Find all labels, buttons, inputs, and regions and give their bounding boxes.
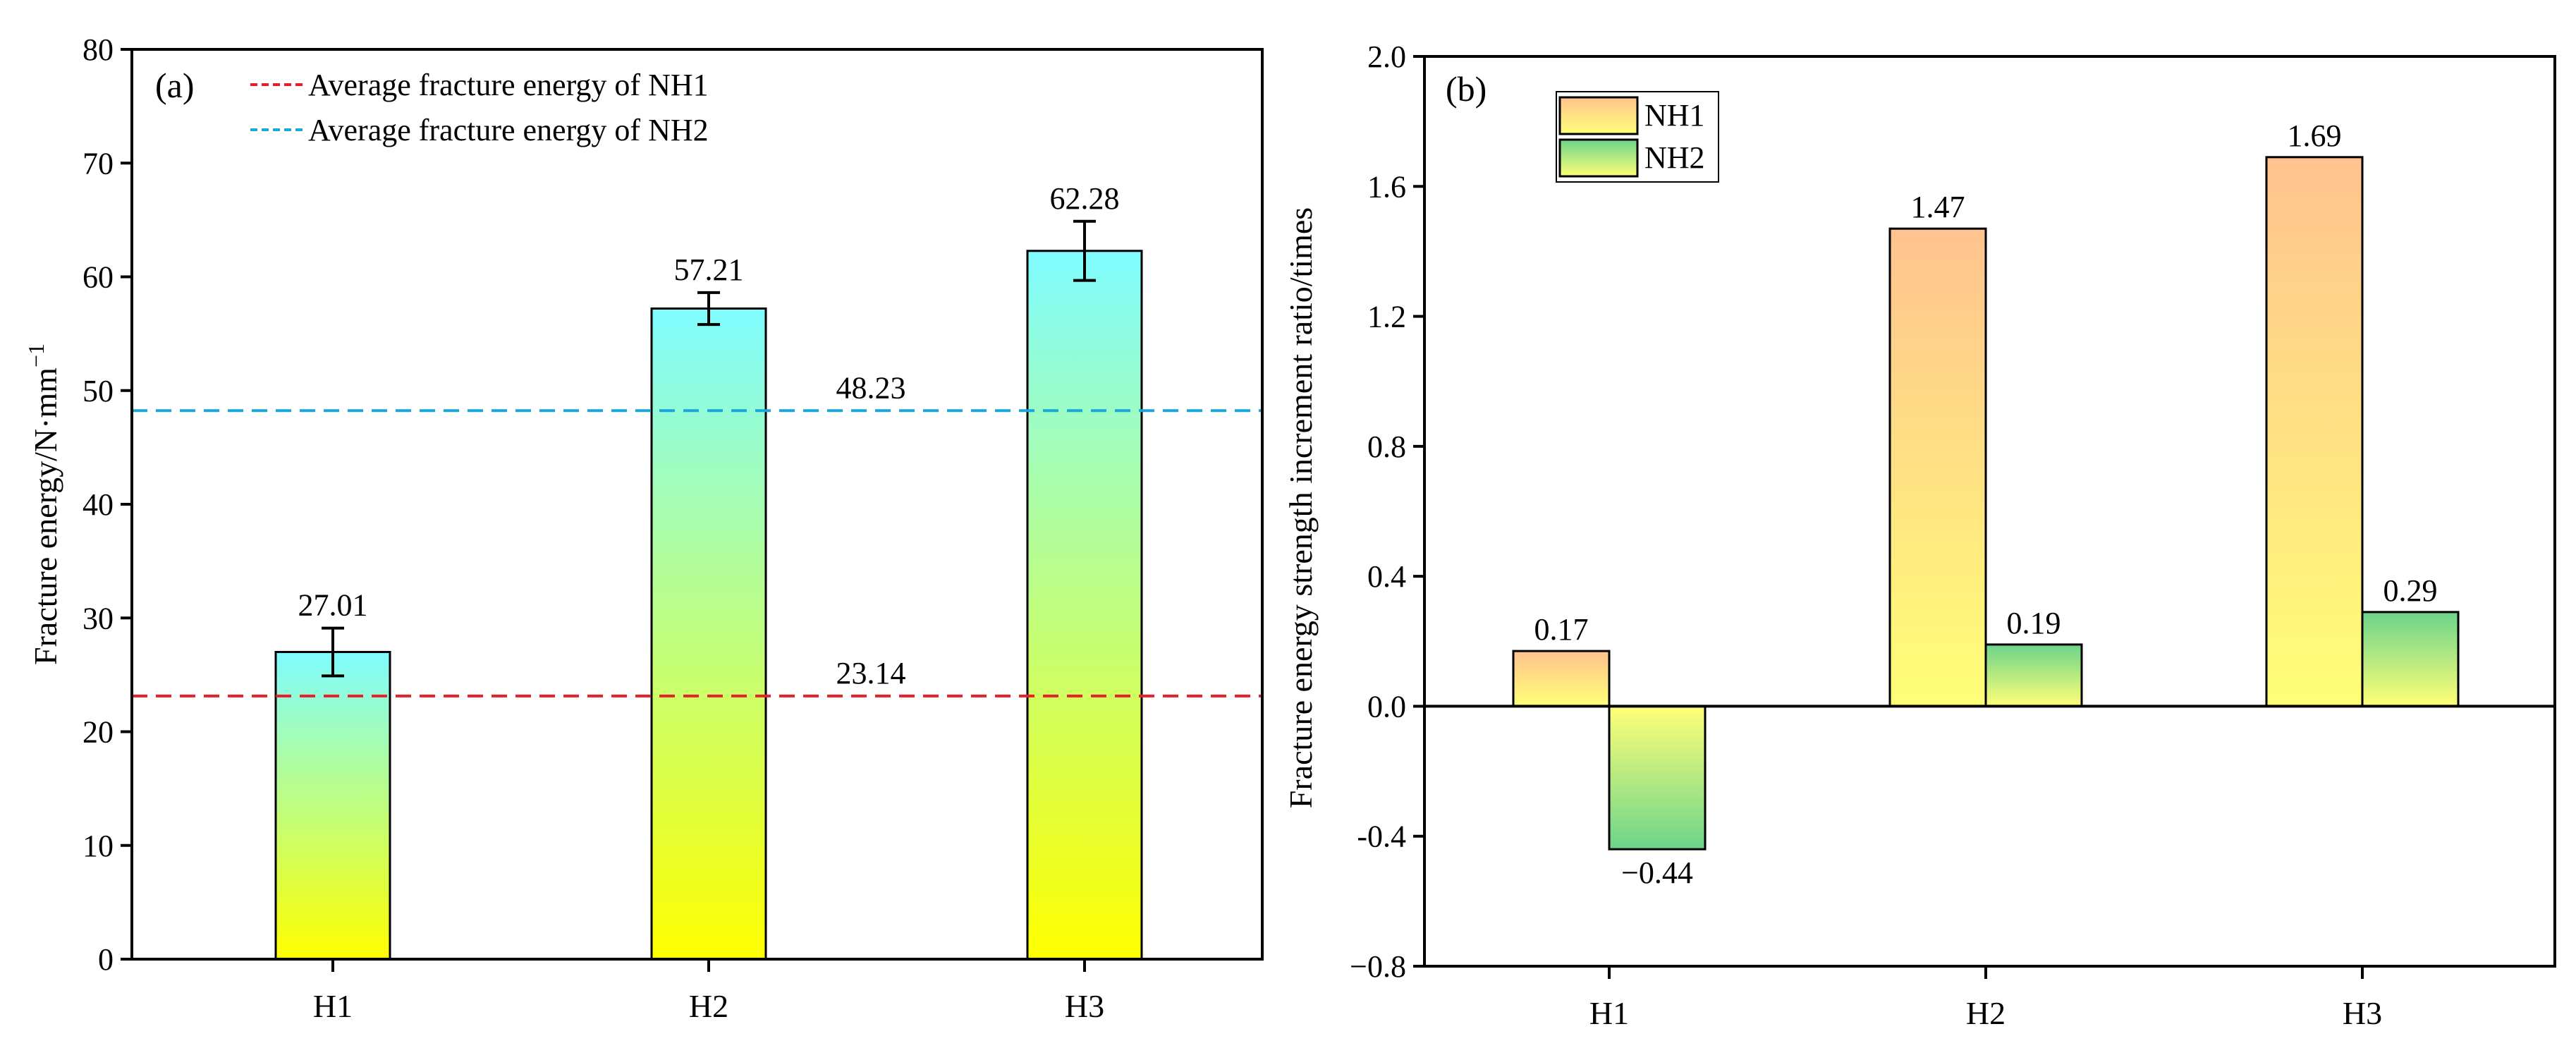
b-bar-NH2-H1 [1608, 705, 1707, 851]
b-plot-frame [1423, 55, 2556, 968]
a-y-tick-label: 50 [83, 374, 114, 408]
a-y-tick-label: 60 [83, 260, 114, 295]
b-y-tick-label: -0.4 [1357, 820, 1406, 854]
b-y-tick-label: 0.0 [1367, 689, 1406, 724]
a-legend: Average fracture energy of NH1 Average fr… [250, 68, 709, 147]
a-x-ticks: H1 H2 H3 [313, 959, 1104, 1024]
a-x-tick-label-H2: H2 [689, 988, 728, 1024]
b-bar-NH1-H2 [1888, 227, 1987, 707]
b-y-tick-label: 0.4 [1367, 559, 1406, 594]
a-y-tick-label: 80 [83, 32, 114, 67]
a-value-label-H3: 62.28 [1050, 181, 1120, 216]
b-bar-NH1-H1 [1512, 650, 1611, 707]
a-y-tick-label: 30 [83, 601, 114, 635]
a-bars: 27.01 57.21 62.28 [274, 181, 1143, 961]
b-value-label-NH2-H3: 0.29 [2383, 573, 2438, 608]
b-x-tick-label-H2: H2 [1966, 995, 2006, 1031]
b-y-tick-label: 1.2 [1367, 300, 1406, 334]
b-panel-label: (b) [1446, 69, 1487, 109]
a-value-label-H1: 27.01 [298, 588, 368, 623]
chart-b: 0.17 −0.44 1.47 0.19 1.69 0.29 −0.8 -0.4 0.0 0.4… [1283, 39, 2556, 1031]
a-y-tick-label: 70 [83, 146, 114, 181]
a-panel-label: (a) [155, 66, 195, 105]
b-legend-label-NH2: NH2 [1644, 140, 1705, 175]
b-bars: 0.17 −0.44 1.47 0.19 1.69 0.29 [1512, 118, 2460, 890]
b-value-label-NH1-H2: 1.47 [1911, 190, 1965, 224]
a-reference-lines: 23.14 48.23 [132, 370, 1262, 697]
a-plot-frame [130, 48, 1264, 961]
b-value-label-NH2-H2: 0.19 [2007, 606, 2061, 640]
a-bar-H2 [650, 307, 767, 961]
b-y-tick-label: 0.8 [1367, 430, 1406, 464]
a-y-axis-label: Fracture energy/N·mm−1 [23, 343, 63, 665]
a-y-tick-label: 40 [83, 487, 114, 522]
a-y-tick-label: 0 [98, 942, 114, 977]
b-y-tick-label: 2.0 [1367, 39, 1406, 74]
a-legend-label-1: Average fracture energy of NH1 [308, 68, 709, 102]
b-legend-swatch-NH2 [1558, 138, 1639, 178]
a-value-label-H2: 57.21 [674, 252, 744, 287]
a-y-tick-label: 20 [83, 715, 114, 750]
b-legend-swatch-NH1 [1558, 96, 1639, 135]
chart-a: 27.01 57.21 62.28 23.14 48.23 0 10 20 30 40 50 60… [23, 32, 1264, 1024]
b-value-label-NH2-H1: −0.44 [1621, 855, 1693, 890]
a-y-tick-label: 10 [83, 829, 114, 863]
a-reference-value-1: 23.14 [836, 656, 906, 690]
b-x-tick-label-H3: H3 [2343, 995, 2382, 1031]
a-y-ticks: 0 10 20 30 40 50 60 70 80 [83, 32, 132, 977]
a-reference-value-2: 48.23 [836, 370, 906, 405]
a-legend-label-2: Average fracture energy of NH2 [308, 113, 709, 147]
b-bar-NH1-H3 [2265, 156, 2364, 707]
a-x-tick-label-H1: H1 [313, 988, 353, 1024]
a-bar-H3 [1026, 250, 1143, 961]
a-bar-H1 [274, 650, 391, 961]
a-x-tick-label-H3: H3 [1065, 988, 1104, 1024]
b-y-tick-label: −0.8 [1350, 949, 1406, 984]
b-y-ticks: −0.8 -0.4 0.0 0.4 0.8 1.2 1.6 2.0 [1350, 39, 1424, 984]
b-value-label-NH1-H3: 1.69 [2288, 118, 2342, 153]
b-bar-NH2-H3 [2361, 611, 2460, 707]
b-x-tick-label-H1: H1 [1589, 995, 1629, 1031]
b-y-tick-label: 1.6 [1367, 169, 1406, 204]
b-legend-label-NH1: NH1 [1644, 98, 1705, 133]
b-x-ticks: H1 H2 H3 [1589, 966, 2382, 1031]
a-y-axis-label-sup: −1 [23, 343, 49, 367]
b-value-label-NH1-H1: 0.17 [1534, 612, 1589, 647]
b-bar-NH2-H2 [1984, 643, 2083, 707]
b-y-axis-label: Fracture energy strength increment ratio… [1283, 207, 1319, 808]
